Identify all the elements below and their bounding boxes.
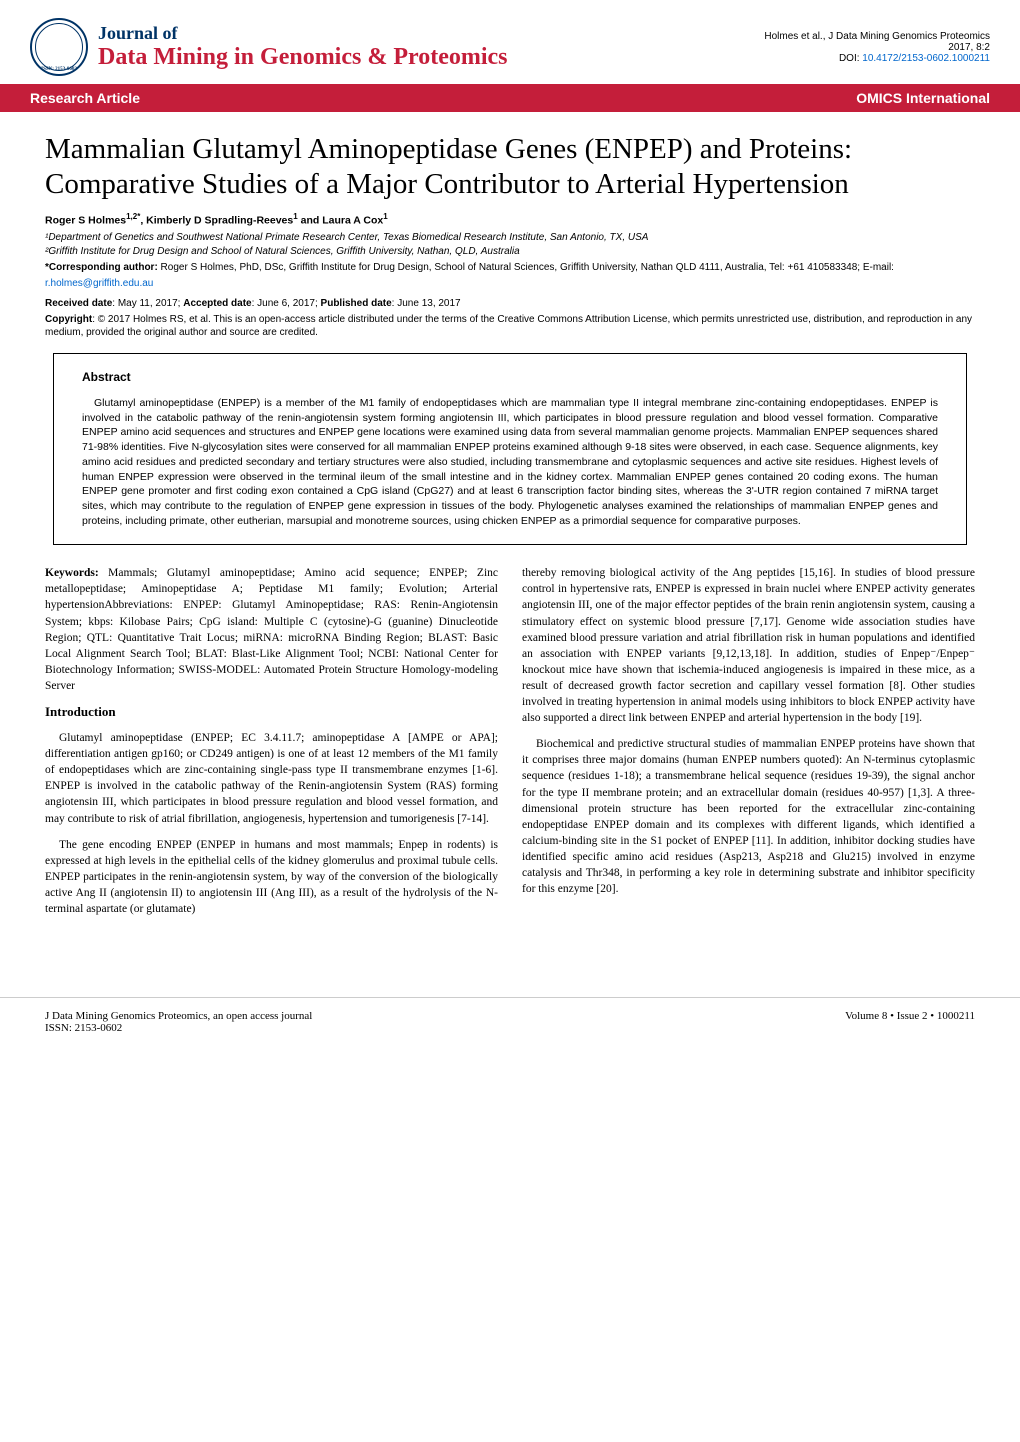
corresponding-label: *Corresponding author: <box>45 262 158 273</box>
affiliation-2: ²Griffith Institute for Drug Design and … <box>45 246 975 257</box>
article-title: Mammalian Glutamyl Aminopeptidase Genes … <box>45 132 975 202</box>
intro-p2: The gene encoding ENPEP (ENPEP in humans… <box>45 837 498 917</box>
abstract-text: Glutamyl aminopeptidase (ENPEP) is a mem… <box>82 396 938 528</box>
doi-line: DOI: 10.4172/2153-0602.1000211 <box>764 53 990 64</box>
doi-label: DOI: <box>839 53 862 64</box>
footer-bar: J Data Mining Genomics Proteomics, an op… <box>0 997 1020 1058</box>
authors: Roger S Holmes1,2*, Kimberly D Spradling… <box>45 212 975 227</box>
footer-left: J Data Mining Genomics Proteomics, an op… <box>45 1010 312 1034</box>
footer-right: Volume 8 • Issue 2 • 1000211 <box>845 1010 975 1034</box>
article-dates: Received date: May 11, 2017; Accepted da… <box>45 298 975 309</box>
journal-of: Journal of <box>98 23 508 44</box>
col2-p1: thereby removing biological activity of … <box>522 565 975 726</box>
journal-title: Data Mining in Genomics & Proteomics <box>98 44 508 71</box>
corresponding-author: *Corresponding author: Roger S Holmes, P… <box>45 260 975 292</box>
corresponding-text: Roger S Holmes, PhD, DSc, Griffith Insti… <box>158 262 894 273</box>
logo-area: ISSN: 2153-0602 Journal of Data Mining i… <box>30 18 508 76</box>
affiliation-1: ¹Department of Genetics and Southwest Na… <box>45 232 975 243</box>
abstract-box: Abstract Glutamyl aminopeptidase (ENPEP)… <box>53 353 967 545</box>
section-bar: Research Article OMICS International <box>0 84 1020 112</box>
keywords-label: Keywords: <box>45 567 99 579</box>
copyright: Copyright: © 2017 Holmes RS, et al. This… <box>45 313 975 339</box>
journal-name-block: Journal of Data Mining in Genomics & Pro… <box>98 23 508 71</box>
abstract-heading: Abstract <box>82 370 938 384</box>
section-right: OMICS International <box>856 90 990 106</box>
article-content: Mammalian Glutamyl Aminopeptidase Genes … <box>0 112 1020 957</box>
left-column: Keywords: Mammals; Glutamyl aminopeptida… <box>45 565 498 927</box>
journal-logo-icon: ISSN: 2153-0602 <box>30 18 88 76</box>
citation-line1: Holmes et al., J Data Mining Genomics Pr… <box>764 31 990 42</box>
email-link[interactable]: r.holmes@griffith.edu.au <box>45 278 153 289</box>
col2-p2: Biochemical and predictive structural st… <box>522 736 975 897</box>
header-bar: ISSN: 2153-0602 Journal of Data Mining i… <box>0 0 1020 84</box>
intro-p1: Glutamyl aminopeptidase (ENPEP; EC 3.4.1… <box>45 730 498 827</box>
footer-left-line2: ISSN: 2153-0602 <box>45 1022 312 1034</box>
keywords-text: Mammals; Glutamyl aminopeptidase; Amino … <box>45 567 498 692</box>
keywords-paragraph: Keywords: Mammals; Glutamyl aminopeptida… <box>45 565 498 694</box>
footer-left-line1: J Data Mining Genomics Proteomics, an op… <box>45 1010 312 1022</box>
two-column-layout: Keywords: Mammals; Glutamyl aminopeptida… <box>45 565 975 927</box>
introduction-heading: Introduction <box>45 704 498 720</box>
logo-issn: ISSN: 2153-0602 <box>41 67 77 72</box>
right-column: thereby removing biological activity of … <box>522 565 975 927</box>
citation-line2: 2017, 8:2 <box>764 42 990 53</box>
doi-link[interactable]: 10.4172/2153-0602.1000211 <box>862 53 990 64</box>
section-left: Research Article <box>30 90 140 106</box>
citation-block: Holmes et al., J Data Mining Genomics Pr… <box>764 31 990 64</box>
